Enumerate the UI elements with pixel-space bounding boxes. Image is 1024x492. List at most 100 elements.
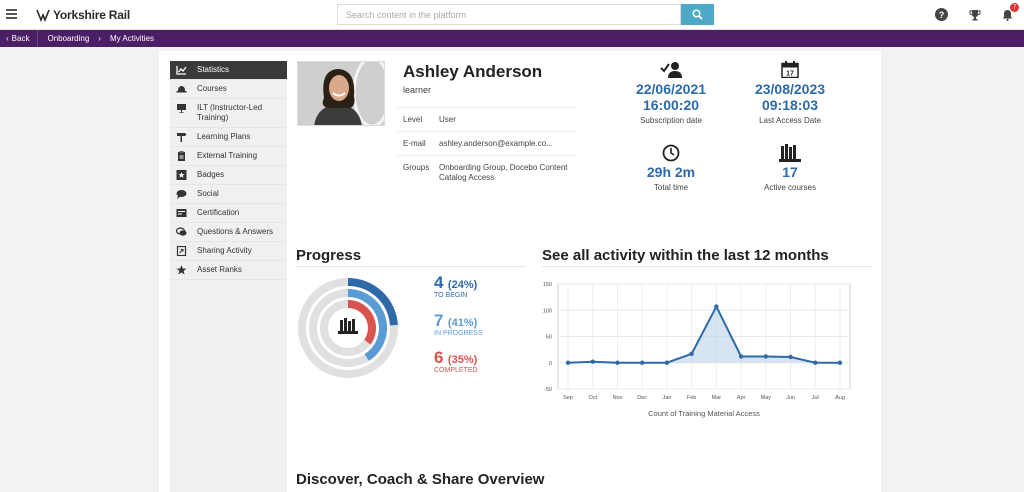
x-tick-label: Jun xyxy=(786,395,795,401)
sidebar-item-learning-plans[interactable]: Learning Plans xyxy=(170,128,287,147)
help-icon[interactable]: ? xyxy=(935,8,948,21)
sidebar-item-statistics[interactable]: Statistics xyxy=(170,61,287,80)
profile-info-table: Level User E-mail ashley.anderson@exampl… xyxy=(397,107,576,189)
sidebar-item-courses[interactable]: Courses xyxy=(170,80,287,99)
clock-icon xyxy=(616,144,726,162)
data-point[interactable] xyxy=(590,359,595,364)
x-tick-label: Nov xyxy=(613,395,623,401)
info-row-level: Level User xyxy=(397,107,576,131)
activity-line-chart: 150 100 50 0 -50 Sep Oct Nov Dec Jan Feb Mar Apr May J… xyxy=(543,282,851,418)
activity-divider xyxy=(542,266,872,267)
sidebar-item-sharing-activity[interactable]: Sharing Activity xyxy=(170,242,287,261)
sidebar-item-ilt[interactable]: ILT (Instructor-Led Training) xyxy=(170,99,287,128)
certificate-icon xyxy=(176,208,187,218)
stat-active-courses: 17 Active courses xyxy=(735,144,845,192)
series-area xyxy=(568,306,840,363)
brand-logo[interactable]: Yorkshire Rail xyxy=(36,7,130,23)
signpost-icon xyxy=(176,132,187,142)
donut-arc-to-begin xyxy=(347,278,398,326)
data-point[interactable] xyxy=(837,360,843,365)
trophy-icon[interactable] xyxy=(968,8,981,21)
x-tick-label: Jul xyxy=(812,395,819,401)
progress-legend-to-begin: 4 (24%) TO BEGIN xyxy=(434,273,478,299)
info-row-groups: Groups Onboarding Group, Docebo Content … xyxy=(397,155,576,189)
donut-arc-completed xyxy=(347,300,376,345)
top-bar: Yorkshire Rail ? 7 xyxy=(0,0,1024,30)
sidebar-item-questions-answers[interactable]: Questions & Answers xyxy=(170,223,287,242)
hamburger-menu-icon[interactable] xyxy=(6,9,17,19)
x-tick-label: Aug xyxy=(835,395,845,401)
brand-name: Yorkshire Rail xyxy=(53,8,131,22)
data-point[interactable] xyxy=(689,351,694,357)
progress-title: Progress xyxy=(296,247,362,264)
rail-logo-icon xyxy=(36,9,50,22)
data-point[interactable] xyxy=(714,304,719,309)
x-tick-label: Sep xyxy=(563,395,573,401)
books-icon xyxy=(735,144,845,162)
sidebar-item-certification[interactable]: Certification xyxy=(170,204,287,223)
activity-title: See all activity within the last 12 mont… xyxy=(542,247,829,264)
data-point[interactable] xyxy=(565,360,571,365)
progress-legend-in-progress: 7 (41%) IN PROGRESS xyxy=(434,311,483,337)
breadcrumb-item-my-activities: My Activities xyxy=(109,34,154,43)
sidebar-item-asset-ranks[interactable]: Asset Ranks xyxy=(170,261,287,280)
progress-donut-chart xyxy=(298,278,398,378)
y-tick-label: 50 xyxy=(546,335,552,341)
search-icon xyxy=(692,9,703,20)
qa-icon xyxy=(176,227,187,237)
chevron-right-icon: › xyxy=(98,34,101,43)
breadcrumb-item-onboarding[interactable]: Onboarding xyxy=(47,34,90,43)
x-tick-label: Dec xyxy=(637,395,647,401)
stat-last-access: 17 23/08/2023 09:18:03 Last Access Date xyxy=(735,61,845,125)
back-button[interactable]: ‹ Back xyxy=(0,30,39,47)
search-button[interactable] xyxy=(681,4,714,25)
chat-icon xyxy=(176,189,187,199)
x-tick-label: Feb xyxy=(687,395,696,401)
donut-arc-in-progress xyxy=(347,289,387,361)
stat-total-time: 29h 2m Total time xyxy=(616,144,726,192)
y-tick-label: 100 xyxy=(543,308,552,314)
y-tick-label: -50 xyxy=(544,387,552,393)
discover-title: Discover, Coach & Share Overview xyxy=(296,471,545,488)
data-point[interactable] xyxy=(763,354,769,359)
breadcrumb: ‹ Back Onboarding › My Activities xyxy=(0,30,1024,47)
progress-divider xyxy=(296,266,526,267)
calendar-icon: 17 xyxy=(735,61,845,79)
notifications-bell-icon[interactable]: 7 xyxy=(1001,3,1019,21)
notification-count-badge: 7 xyxy=(1010,3,1019,12)
x-axis-label: Count of Training Material Access xyxy=(648,409,760,418)
data-point[interactable] xyxy=(738,354,744,359)
y-tick-label: 0 xyxy=(549,361,552,367)
hat-icon xyxy=(176,84,187,94)
x-tick-label: Oct xyxy=(588,395,597,401)
data-point[interactable] xyxy=(788,354,793,360)
sidebar-item-external-training[interactable]: External Training xyxy=(170,147,287,166)
sidebar: Statistics Courses ILT (Instructor-Led T… xyxy=(170,61,287,492)
profile-name: Ashley Anderson xyxy=(403,62,543,81)
profile-role: learner xyxy=(403,85,432,95)
progress-legend-completed: 6 (35%) COMPLETED xyxy=(434,348,478,374)
search-input[interactable] xyxy=(337,4,681,25)
user-check-icon xyxy=(616,61,726,79)
x-tick-label: Mar xyxy=(712,395,722,401)
x-tick-label: Apr xyxy=(737,395,746,401)
clipboard-icon xyxy=(176,151,187,161)
presentation-icon xyxy=(176,103,187,113)
data-point[interactable] xyxy=(639,360,645,365)
data-point[interactable] xyxy=(615,360,620,365)
sidebar-item-social[interactable]: Social xyxy=(170,185,287,204)
y-tick-label: 150 xyxy=(543,282,552,288)
star-icon xyxy=(176,265,187,275)
x-tick-label: May xyxy=(761,395,772,401)
data-point[interactable] xyxy=(813,360,818,365)
chevron-left-icon: ‹ xyxy=(6,34,9,43)
svg-text:17: 17 xyxy=(786,71,794,78)
sidebar-item-badges[interactable]: Badges xyxy=(170,166,287,185)
stat-subscription-date: 22/06/2021 16:00:20 Subscription date xyxy=(616,61,726,125)
avatar xyxy=(297,61,385,126)
data-point[interactable] xyxy=(664,360,670,365)
info-row-email: E-mail ashley.anderson@example.co... xyxy=(397,131,576,155)
star-badge-icon xyxy=(176,170,187,180)
books-icon xyxy=(338,318,358,334)
share-icon xyxy=(176,246,187,256)
